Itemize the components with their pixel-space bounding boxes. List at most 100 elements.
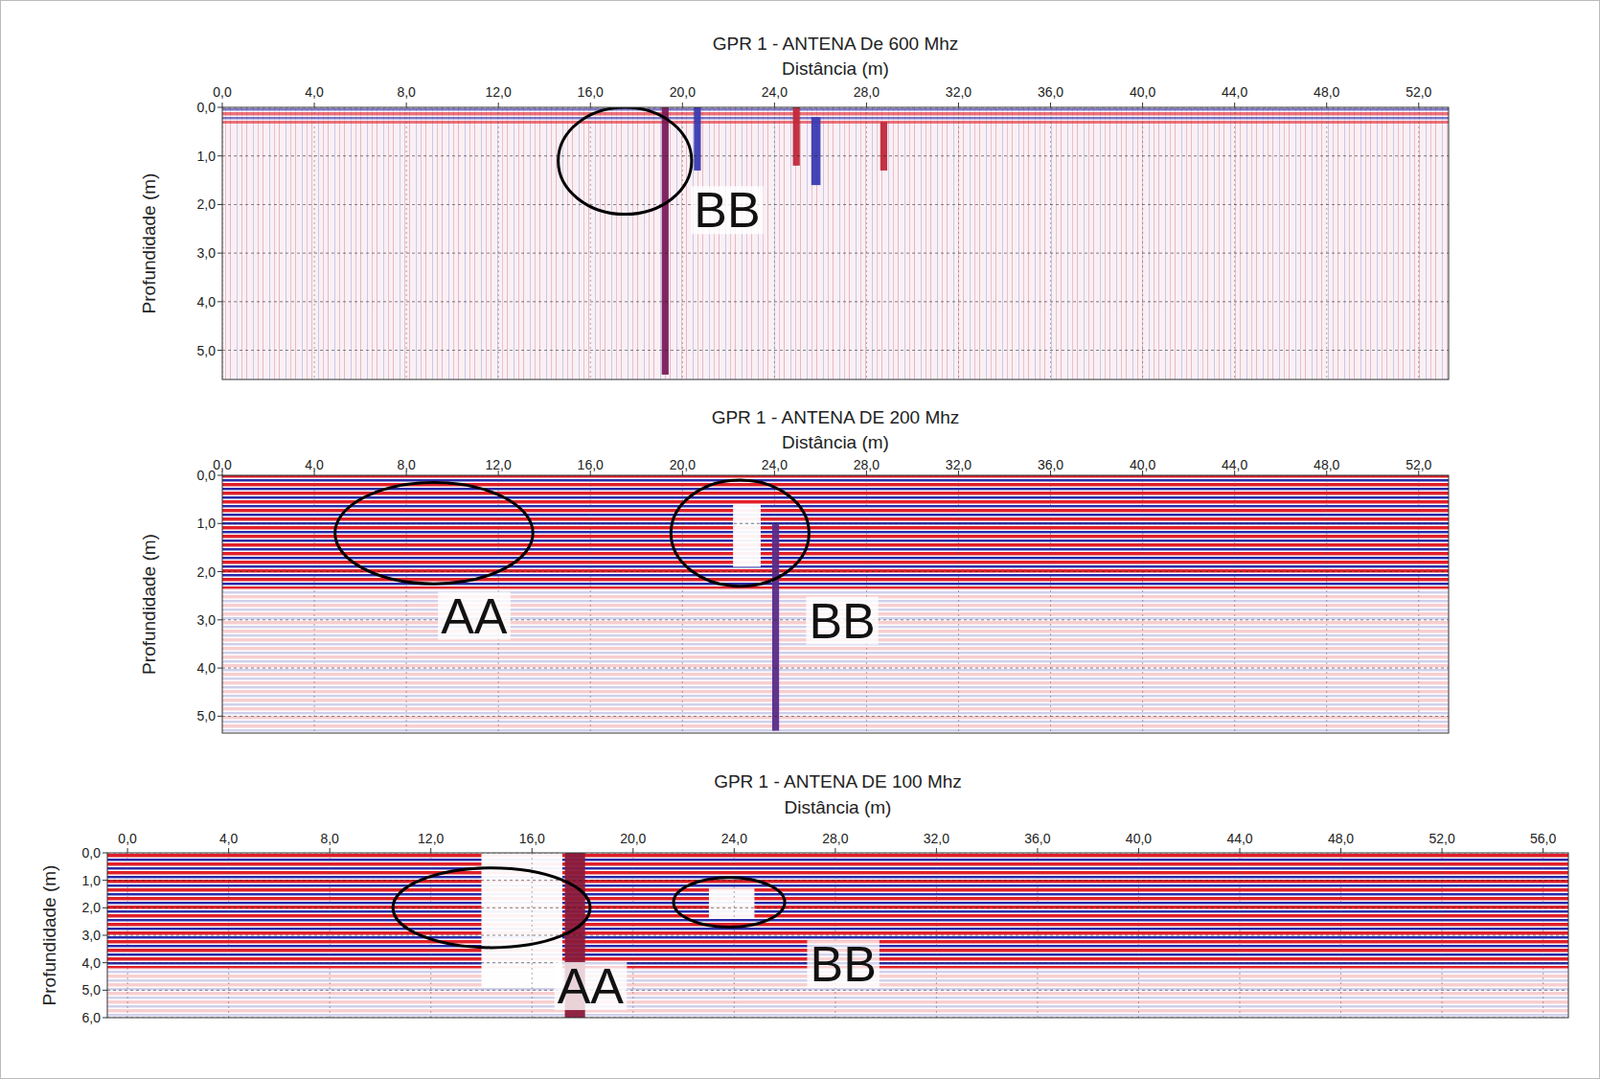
x-tick-label: 0,0 <box>117 830 138 846</box>
x-tick-label: 28,0 <box>853 457 880 473</box>
y-tick <box>217 204 223 206</box>
x-tick-label: 52,0 <box>1428 830 1455 846</box>
y-tick <box>217 475 223 477</box>
x-tick-label: 0,0 <box>212 84 232 100</box>
x-tick <box>329 847 331 853</box>
x-tick <box>834 847 836 853</box>
grid-line <box>1036 852 1038 1018</box>
x-tick-label: 28,0 <box>853 84 880 100</box>
annotation-ellipse <box>673 877 785 928</box>
panel: 0,04,08,012,016,020,024,028,032,036,040,… <box>138 33 1449 380</box>
grid-line <box>866 107 868 380</box>
grid-line <box>314 475 316 733</box>
x-tick <box>733 847 735 853</box>
x-tick-label: 16,0 <box>577 84 604 100</box>
x-tick-label: 44,0 <box>1221 84 1248 100</box>
x-tick-label: 4,0 <box>304 84 324 100</box>
y-axis-title: Profundidade (m) <box>138 173 160 315</box>
y-tick-label: 5,0 <box>197 342 217 359</box>
plot-frame <box>222 107 1449 380</box>
anomaly <box>708 888 755 919</box>
y-tick <box>217 618 223 620</box>
panel-title: GPR 1 - ANTENA De 600 Mhz <box>712 33 960 54</box>
grid-line <box>222 252 1449 254</box>
x-tick-label: 12,0 <box>485 84 512 100</box>
x-tick-label: 20,0 <box>619 830 646 846</box>
x-tick <box>430 847 432 853</box>
x-tick-label: 40,0 <box>1125 830 1152 846</box>
grid-line <box>222 523 1449 525</box>
figure-border <box>0 0 1600 1079</box>
y-tick-label: 4,0 <box>82 955 102 971</box>
grid-line <box>406 475 408 733</box>
annotation-ellipse <box>335 482 534 585</box>
x-tick <box>866 102 868 108</box>
grid-line <box>1234 107 1235 380</box>
plot-area <box>222 107 1449 380</box>
y-tick-label: 6,0 <box>82 1009 102 1026</box>
x-tick <box>590 102 592 108</box>
grid-line <box>590 107 592 380</box>
anomaly <box>793 107 800 166</box>
y-tick-label: 4,0 <box>197 660 217 676</box>
y-tick <box>102 879 108 881</box>
x-tick <box>1542 847 1544 853</box>
y-tick-label: 2,0 <box>197 196 217 212</box>
x-tick-label: 32,0 <box>945 84 972 100</box>
x-tick-label: 4,0 <box>304 457 324 473</box>
plot-frame <box>107 852 1569 1018</box>
grid-line <box>314 107 316 380</box>
anomaly <box>480 852 562 987</box>
grid-line <box>498 107 500 380</box>
x-tick-label: 52,0 <box>1405 84 1432 100</box>
x-tick-label: 24,0 <box>761 84 788 100</box>
grid-line <box>1340 852 1342 1018</box>
grid-line <box>958 475 960 733</box>
x-tick-label: 36,0 <box>1037 457 1064 473</box>
x-tick <box>228 847 229 853</box>
x-tick-label: 8,0 <box>320 830 340 846</box>
annotation-ellipse <box>392 868 591 948</box>
y-tick <box>102 961 108 963</box>
x-tick-label: 20,0 <box>669 457 696 473</box>
grid-line <box>222 715 1449 717</box>
x-tick-label: 52,0 <box>1405 457 1432 473</box>
y-tick-label: 2,0 <box>82 899 102 915</box>
y-tick-label: 4,0 <box>197 294 217 310</box>
grid-line <box>1050 475 1052 733</box>
anomaly <box>772 523 779 731</box>
annotation-ellipse <box>558 107 692 215</box>
grid-line <box>1542 852 1544 1018</box>
x-tick <box>1138 847 1140 853</box>
annotation-label: BB <box>693 182 760 238</box>
grid-line <box>682 475 684 733</box>
x-tick-label: 40,0 <box>1129 457 1156 473</box>
x-tick <box>1441 847 1443 853</box>
y-tick-label: 3,0 <box>197 612 217 628</box>
x-tick <box>1036 847 1038 853</box>
anomaly <box>693 107 701 171</box>
y-tick <box>217 523 223 525</box>
plot-frame <box>222 475 1449 733</box>
grid-line <box>329 852 331 1018</box>
y-tick <box>102 935 108 937</box>
grid-line <box>958 107 960 380</box>
panel: 0,04,08,012,016,020,024,028,032,036,040,… <box>39 771 1569 1026</box>
x-tick-label: 44,0 <box>1221 457 1248 473</box>
y-tick <box>217 252 223 254</box>
x-tick-label: 16,0 <box>577 457 604 473</box>
x-tick <box>222 102 224 108</box>
y-tick <box>102 989 108 991</box>
grid-line <box>1325 475 1327 733</box>
x-tick-label: 36,0 <box>1037 84 1064 100</box>
anomaly <box>811 116 822 185</box>
y-axis-title: Profundidade (m) <box>138 533 160 675</box>
x-tick-label: 16,0 <box>519 830 546 846</box>
radargram-texture <box>222 475 1449 589</box>
x-tick-label: 44,0 <box>1226 830 1253 846</box>
x-axis-title: Distância (m) <box>781 432 890 453</box>
x-tick <box>632 847 634 853</box>
x-tick-label: 48,0 <box>1313 84 1340 100</box>
radargram-surface <box>222 107 1449 124</box>
y-tick <box>217 349 223 351</box>
